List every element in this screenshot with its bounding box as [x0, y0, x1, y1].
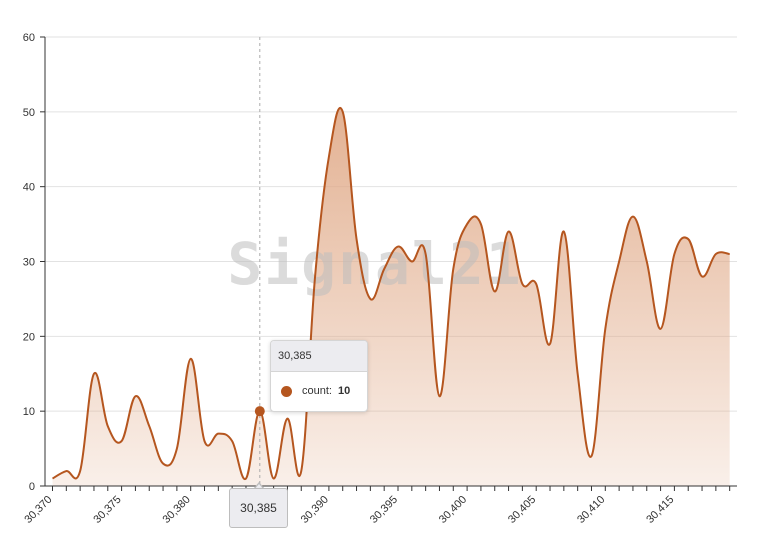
- x-tick-label: 30,400: [437, 494, 469, 526]
- y-tick-label: 10: [23, 406, 35, 418]
- y-tick-label: 0: [29, 481, 35, 493]
- y-tick-label: 50: [23, 107, 35, 119]
- series-dot-icon: [281, 385, 292, 397]
- x-tick-label: 30,370: [22, 494, 54, 526]
- x-tick-label: 30,375: [91, 494, 123, 526]
- y-tick-label: 30: [23, 257, 35, 269]
- hover-layer: [254, 37, 265, 486]
- tooltip-series-name: count:: [302, 385, 332, 397]
- x-tick-label: 30,405: [506, 494, 538, 526]
- x-axis-hover-flag: 30,385: [229, 488, 288, 528]
- tooltip: 30,385 count: 10: [270, 340, 368, 412]
- tooltip-x-label: 30,385: [271, 341, 367, 372]
- hover-point: [254, 406, 265, 417]
- y-tick-label: 20: [23, 331, 35, 343]
- y-tick-label: 60: [23, 32, 35, 44]
- x-tick-label: 30,410: [575, 494, 607, 526]
- series-area-fill: [52, 107, 730, 486]
- watermark-text: Signal21: [227, 230, 522, 298]
- series-line-group: [51, 107, 730, 480]
- series-line: [51, 107, 730, 480]
- x-tick-label: 30,415: [644, 494, 676, 526]
- tooltip-value: 10: [337, 385, 351, 397]
- y-tick-label: 40: [23, 182, 35, 194]
- tooltip-row: count: 10: [271, 372, 367, 410]
- x-tick-label: 30,395: [368, 494, 400, 526]
- x-tick-label: 30,380: [161, 494, 193, 526]
- x-flag-pointer-fill: [254, 484, 264, 490]
- x-tick-label: 30,390: [299, 494, 331, 526]
- series-area: [52, 107, 730, 486]
